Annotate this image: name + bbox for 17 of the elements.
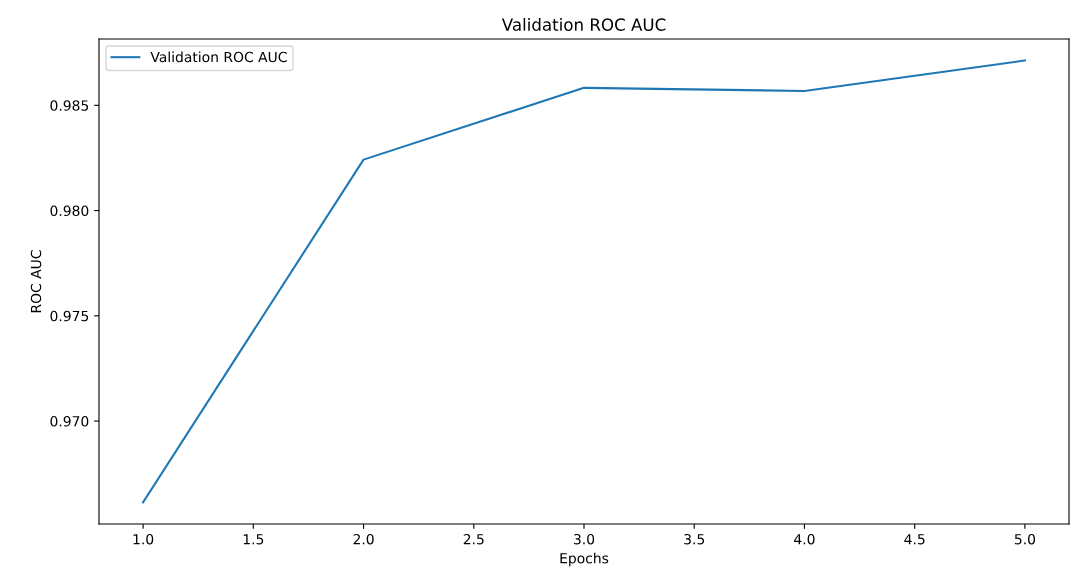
x-tick-label: 2.5	[463, 533, 484, 545]
y-tick-label: 0.980	[50, 205, 89, 217]
x-tick-label: 5.0	[1014, 533, 1036, 545]
legend-label: Validation ROC AUC	[150, 51, 287, 63]
x-tick-label: 2.0	[353, 533, 374, 545]
x-axis-title: Epochs	[560, 552, 609, 567]
y-axis-title: ROC AUC	[30, 250, 42, 313]
x-tick-label: 4.5	[904, 534, 925, 545]
x-tick-label: 1.0	[133, 533, 154, 545]
x-tick-label: 3.0	[574, 533, 595, 545]
x-tick-label: 3.5	[684, 533, 705, 545]
y-tick-label: 0.975	[50, 310, 89, 322]
x-tick-label: 1.5	[243, 534, 264, 545]
y-tick-label: 0.970	[50, 416, 89, 427]
x-tick-label: 4.0	[794, 533, 815, 545]
y-tick-label: 0.985	[50, 100, 89, 111]
chart-title: Validation ROC AUC	[501, 18, 666, 31]
